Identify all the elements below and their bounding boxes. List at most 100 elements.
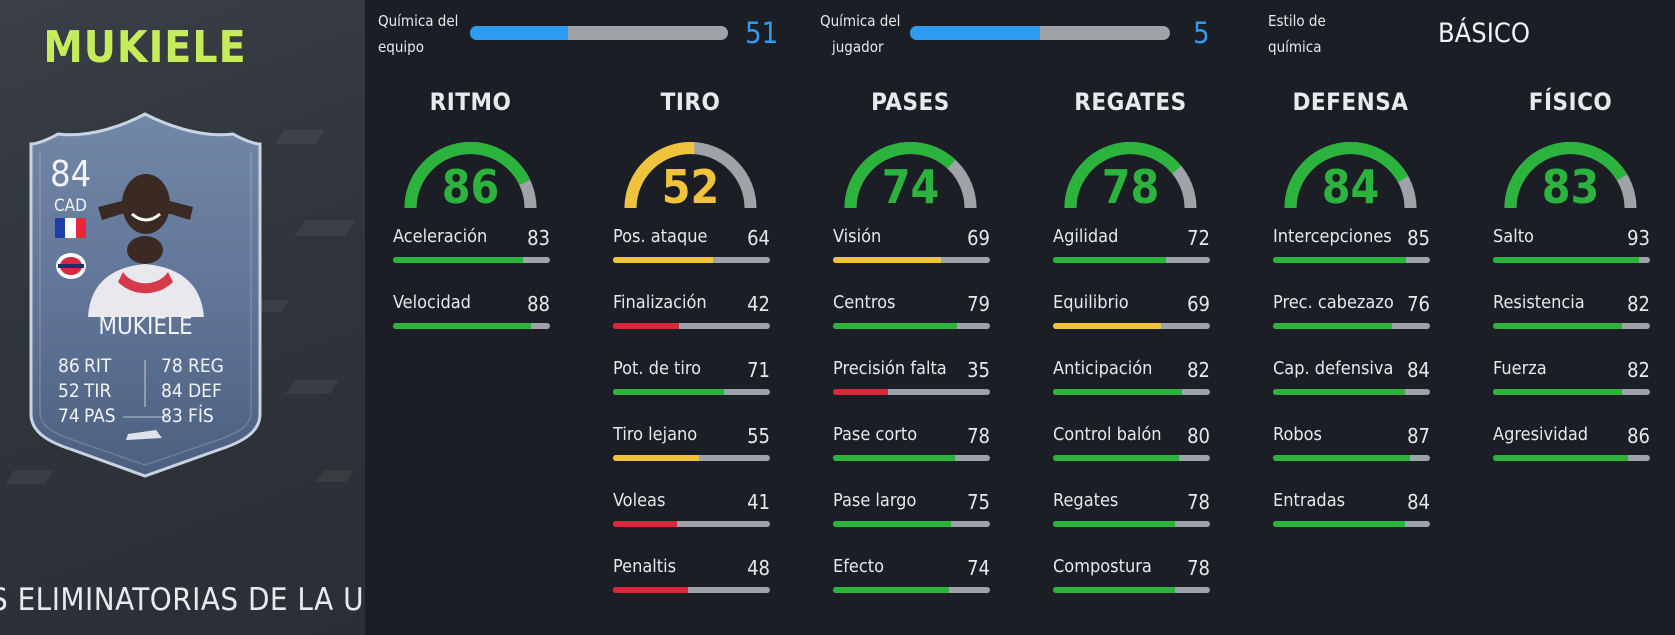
attribute-label: Velocidad: [393, 292, 471, 313]
attribute-bar: [1493, 389, 1650, 395]
category-gauge: 52: [608, 128, 773, 223]
attribute-label: Intercepciones: [1273, 226, 1392, 247]
card-stat-value: 74: [58, 405, 80, 427]
category-title: RITMO: [429, 88, 512, 116]
player-chemistry-fill: [910, 26, 1040, 40]
attribute-bar-fill: [1273, 455, 1410, 461]
attribute-bar-fill: [613, 521, 678, 527]
category-rating: 86: [441, 160, 500, 214]
attribute-label: Equilibrio: [1053, 292, 1129, 313]
attribute-row: Velocidad 88: [393, 292, 550, 332]
category-gauge: 74: [828, 128, 993, 223]
attribute-row: Voleas 41: [613, 490, 770, 530]
attribute-value: 78: [1187, 490, 1210, 514]
attribute-value: 83: [527, 226, 550, 250]
attribute-row: Agresividad 86: [1493, 424, 1650, 464]
attribute-value: 84: [1407, 358, 1430, 382]
player-card[interactable]: 84 CAD MUKIELE 86 RIT 52 TIR 74 PAS 78 R…: [28, 112, 263, 480]
attribute-value: 80: [1187, 424, 1210, 448]
category-gauge: 86: [388, 128, 553, 223]
attribute-bar: [833, 257, 990, 263]
attribute-bar: [833, 455, 990, 461]
attribute-row: Compostura 78: [1053, 556, 1210, 596]
attribute-label: Precisión falta: [833, 358, 947, 379]
attribute-row: Fuerza 82: [1493, 358, 1650, 398]
attribute-bar: [613, 455, 770, 461]
category-title: TIRO: [660, 88, 721, 116]
attribute-value: 72: [1187, 226, 1210, 250]
player-panel: MUKIELE: [0, 0, 365, 635]
attribute-row: Pase corto 78: [833, 424, 990, 464]
attribute-bar: [1273, 455, 1430, 461]
attribute-bar-fill: [613, 323, 679, 329]
attribute-value: 82: [1627, 292, 1650, 316]
category-defensa: DEFENSA 84 Intercepciones 85 Prec. cabezazo 7…: [1268, 88, 1433, 527]
attribute-label: Pase corto: [833, 424, 918, 445]
attribute-label: Aceleración: [393, 226, 488, 247]
attribute-row: Agilidad 72: [1053, 226, 1210, 266]
attribute-bar: [1493, 257, 1650, 263]
attribute-value: 78: [967, 424, 990, 448]
gauge-fill: [1284, 142, 1409, 209]
attribute-row: Pase largo 75: [833, 490, 990, 530]
category-rating: 83: [1541, 160, 1600, 214]
attribute-bar-fill: [1053, 521, 1176, 527]
attribute-row: Visión 69: [833, 226, 990, 266]
attribute-value: 82: [1187, 358, 1210, 382]
attribute-value: 48: [747, 556, 770, 580]
attribute-row: Centros 79: [833, 292, 990, 332]
card-stat-value: 83: [161, 405, 183, 427]
attribute-value: 84: [1407, 490, 1430, 514]
attribute-value: 69: [1187, 292, 1210, 316]
team-chemistry-label-line: equipo: [378, 38, 425, 56]
promo-title: S ELIMINATORIAS DE LA UCL: [0, 582, 365, 618]
attribute-label: Pase largo: [833, 490, 917, 511]
attribute-bar: [1273, 323, 1430, 329]
attribute-bar-fill: [833, 323, 958, 329]
attribute-value: 75: [967, 490, 990, 514]
attribute-bar-fill: [833, 389, 888, 395]
category-regates: REGATES 78 Agilidad 72 Equilibrio 69 Anticipac…: [1048, 88, 1213, 593]
attribute-bar-fill: [833, 521, 951, 527]
attribute-bar-fill: [1053, 323, 1162, 329]
gauge-fill: [1504, 142, 1628, 209]
attribute-bar: [1053, 521, 1210, 527]
card-stat-label: FÍS: [188, 405, 214, 427]
attribute-bar-fill: [613, 257, 714, 263]
attribute-value: 85: [1407, 226, 1430, 250]
attribute-row: Efecto 74: [833, 556, 990, 596]
card-stat-label: RIT: [84, 355, 112, 377]
attribute-row: Entradas 84: [1273, 490, 1430, 530]
chemistry-style-value[interactable]: BÁSICO: [1438, 18, 1530, 49]
category-gauge: 78: [1048, 128, 1213, 223]
attribute-bar-fill: [1053, 587, 1176, 593]
attribute-row: Prec. cabezazo 76: [1273, 292, 1430, 332]
attribute-row: Resistencia 82: [1493, 292, 1650, 332]
gauge-fill: [1064, 142, 1182, 209]
attribute-label: Pos. ataque: [613, 226, 708, 247]
attribute-bar: [613, 257, 770, 263]
player-chemistry-label-line: jugador: [832, 38, 884, 56]
attribute-value: 79: [967, 292, 990, 316]
team-chemistry-fill: [470, 26, 569, 40]
attribute-row: Penaltis 48: [613, 556, 770, 596]
attribute-bar: [1273, 389, 1430, 395]
attribute-bar: [1053, 257, 1210, 263]
category-title: FÍSICO: [1528, 88, 1613, 116]
attribute-bar-fill: [1053, 455, 1179, 461]
category-gauge: 84: [1268, 128, 1433, 223]
card-stat-value: 78: [161, 355, 183, 377]
attribute-bar: [1053, 455, 1210, 461]
player-chemistry-label: Química del jugador: [820, 8, 900, 60]
attribute-value: 69: [967, 226, 990, 250]
category-fisico: FÍSICO 83 Salto 93 Resistencia 82 Fuerza 82 Agre…: [1488, 88, 1653, 461]
attribute-label: Resistencia: [1493, 292, 1585, 313]
card-stat-label: PAS: [84, 405, 116, 427]
attribute-bar: [1053, 587, 1210, 593]
card-stat-label: DEF: [188, 380, 222, 402]
attribute-value: 86: [1627, 424, 1650, 448]
boot-icon: [126, 430, 162, 440]
attribute-label: Visión: [833, 226, 882, 247]
attribute-label: Finalización: [613, 292, 707, 313]
attribute-bar-fill: [1493, 455, 1629, 461]
